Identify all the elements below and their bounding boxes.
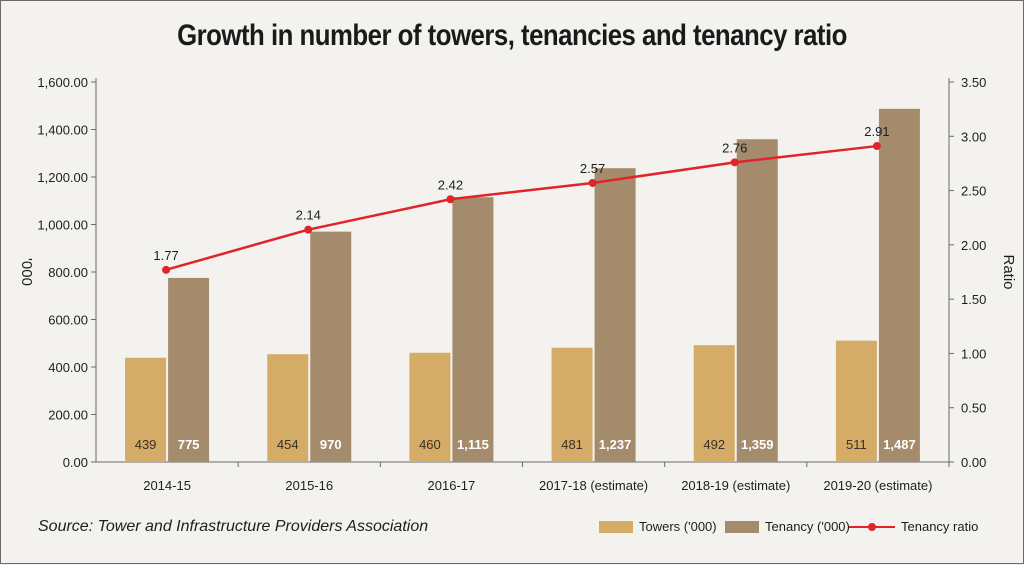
bar-tenancy	[168, 277, 210, 462]
y-tick-label-left: 0.00	[63, 455, 88, 470]
bar-towers	[267, 354, 309, 462]
ratio-label: 2.76	[722, 140, 747, 155]
ratio-label: 2.42	[438, 177, 463, 192]
ratio-point	[162, 265, 171, 274]
y-tick-label-left: 1,600.00	[37, 75, 88, 90]
bar-label-tenancy: 775	[178, 437, 200, 452]
bar-tenancy	[310, 231, 352, 462]
bar-towers	[125, 357, 167, 462]
bar-tenancy	[452, 197, 494, 462]
y-axis-title-right: Ratio	[1000, 254, 1017, 289]
ratio-point	[872, 142, 881, 151]
bar-label-tenancy: 1,359	[741, 437, 774, 452]
bar-towers	[551, 347, 593, 462]
bar-label-tenancy: 970	[320, 437, 342, 452]
y-tick-label-right: 3.00	[961, 129, 986, 144]
x-tick-label: 2014-15	[143, 478, 191, 493]
x-tick-label: 2019-20 (estimate)	[823, 478, 932, 493]
bar-label-towers: 454	[277, 437, 299, 452]
y-tick-label-right: 2.50	[961, 184, 986, 199]
bar-label-tenancy: 1,487	[883, 437, 916, 452]
legend-towers: Towers ('000)	[599, 519, 717, 534]
legend-tenancy-swatch	[725, 520, 759, 533]
x-tick-label: 2016-17	[428, 478, 476, 493]
y-axis-title-left: '000	[18, 258, 35, 286]
legend-tenancy: Tenancy ('000)	[725, 519, 850, 534]
bar-label-tenancy: 1,115	[457, 437, 489, 452]
ratio-label: 2.14	[296, 208, 321, 223]
y-tick-label-left: 1,000.00	[37, 218, 88, 233]
y-tick-label-right: 0.50	[961, 401, 986, 416]
ratio-point	[304, 225, 313, 234]
bar-towers	[409, 352, 451, 462]
bar-label-tenancy: 1,237	[599, 437, 632, 452]
ratio-line	[165, 144, 878, 272]
legend-towers-swatch	[599, 520, 633, 533]
bar-tenancy	[736, 139, 778, 463]
bar-label-towers: 481	[561, 437, 583, 452]
ratio-label: 1.77	[153, 248, 178, 263]
y-tick-label-left: 600.00	[48, 313, 88, 328]
bar-label-towers: 439	[135, 437, 157, 452]
ratio-label: 2.57	[580, 161, 605, 176]
legend-towers-label: Towers ('000)	[639, 519, 717, 534]
ratio-point	[730, 158, 739, 167]
bar-label-towers: 492	[703, 437, 725, 452]
y-tick-label-left: 1,200.00	[37, 170, 88, 185]
ratio-point	[446, 195, 455, 204]
source-note: Source: Tower and Infrastructure Provide…	[38, 518, 429, 535]
ratio-label: 2.91	[864, 124, 889, 139]
y-tick-label-right: 1.00	[961, 346, 986, 361]
bar-towers	[693, 345, 735, 462]
x-tick-label: 2018-19 (estimate)	[681, 478, 790, 493]
bar-towers	[835, 340, 877, 462]
y-tick-label-right: 2.00	[961, 238, 986, 253]
y-tick-label-right: 0.00	[961, 455, 986, 470]
y-tick-label-right: 3.50	[961, 75, 986, 90]
y-tick-label-right: 1.50	[961, 292, 986, 307]
bar-tenancy	[878, 108, 920, 463]
legend-ratio-label: Tenancy ratio	[901, 519, 979, 534]
ratio-point	[588, 178, 597, 187]
y-tick-label-left: 200.00	[48, 408, 88, 423]
legend-tenancy-label: Tenancy ('000)	[765, 519, 850, 534]
y-tick-label-left: 1,400.00	[37, 123, 88, 138]
legend-ratio: Tenancy ratio	[849, 519, 978, 534]
bar-label-towers: 511	[846, 437, 867, 452]
x-tick-label: 2015-16	[285, 478, 333, 493]
chart-title: Growth in number of towers, tenancies an…	[177, 19, 847, 52]
y-tick-label-left: 800.00	[48, 265, 88, 280]
y-tick-label-left: 400.00	[48, 360, 88, 375]
bar-tenancy	[594, 168, 636, 462]
legend-ratio-line	[849, 521, 895, 533]
bar-label-towers: 460	[419, 437, 441, 452]
x-tick-label: 2017-18 (estimate)	[539, 478, 648, 493]
